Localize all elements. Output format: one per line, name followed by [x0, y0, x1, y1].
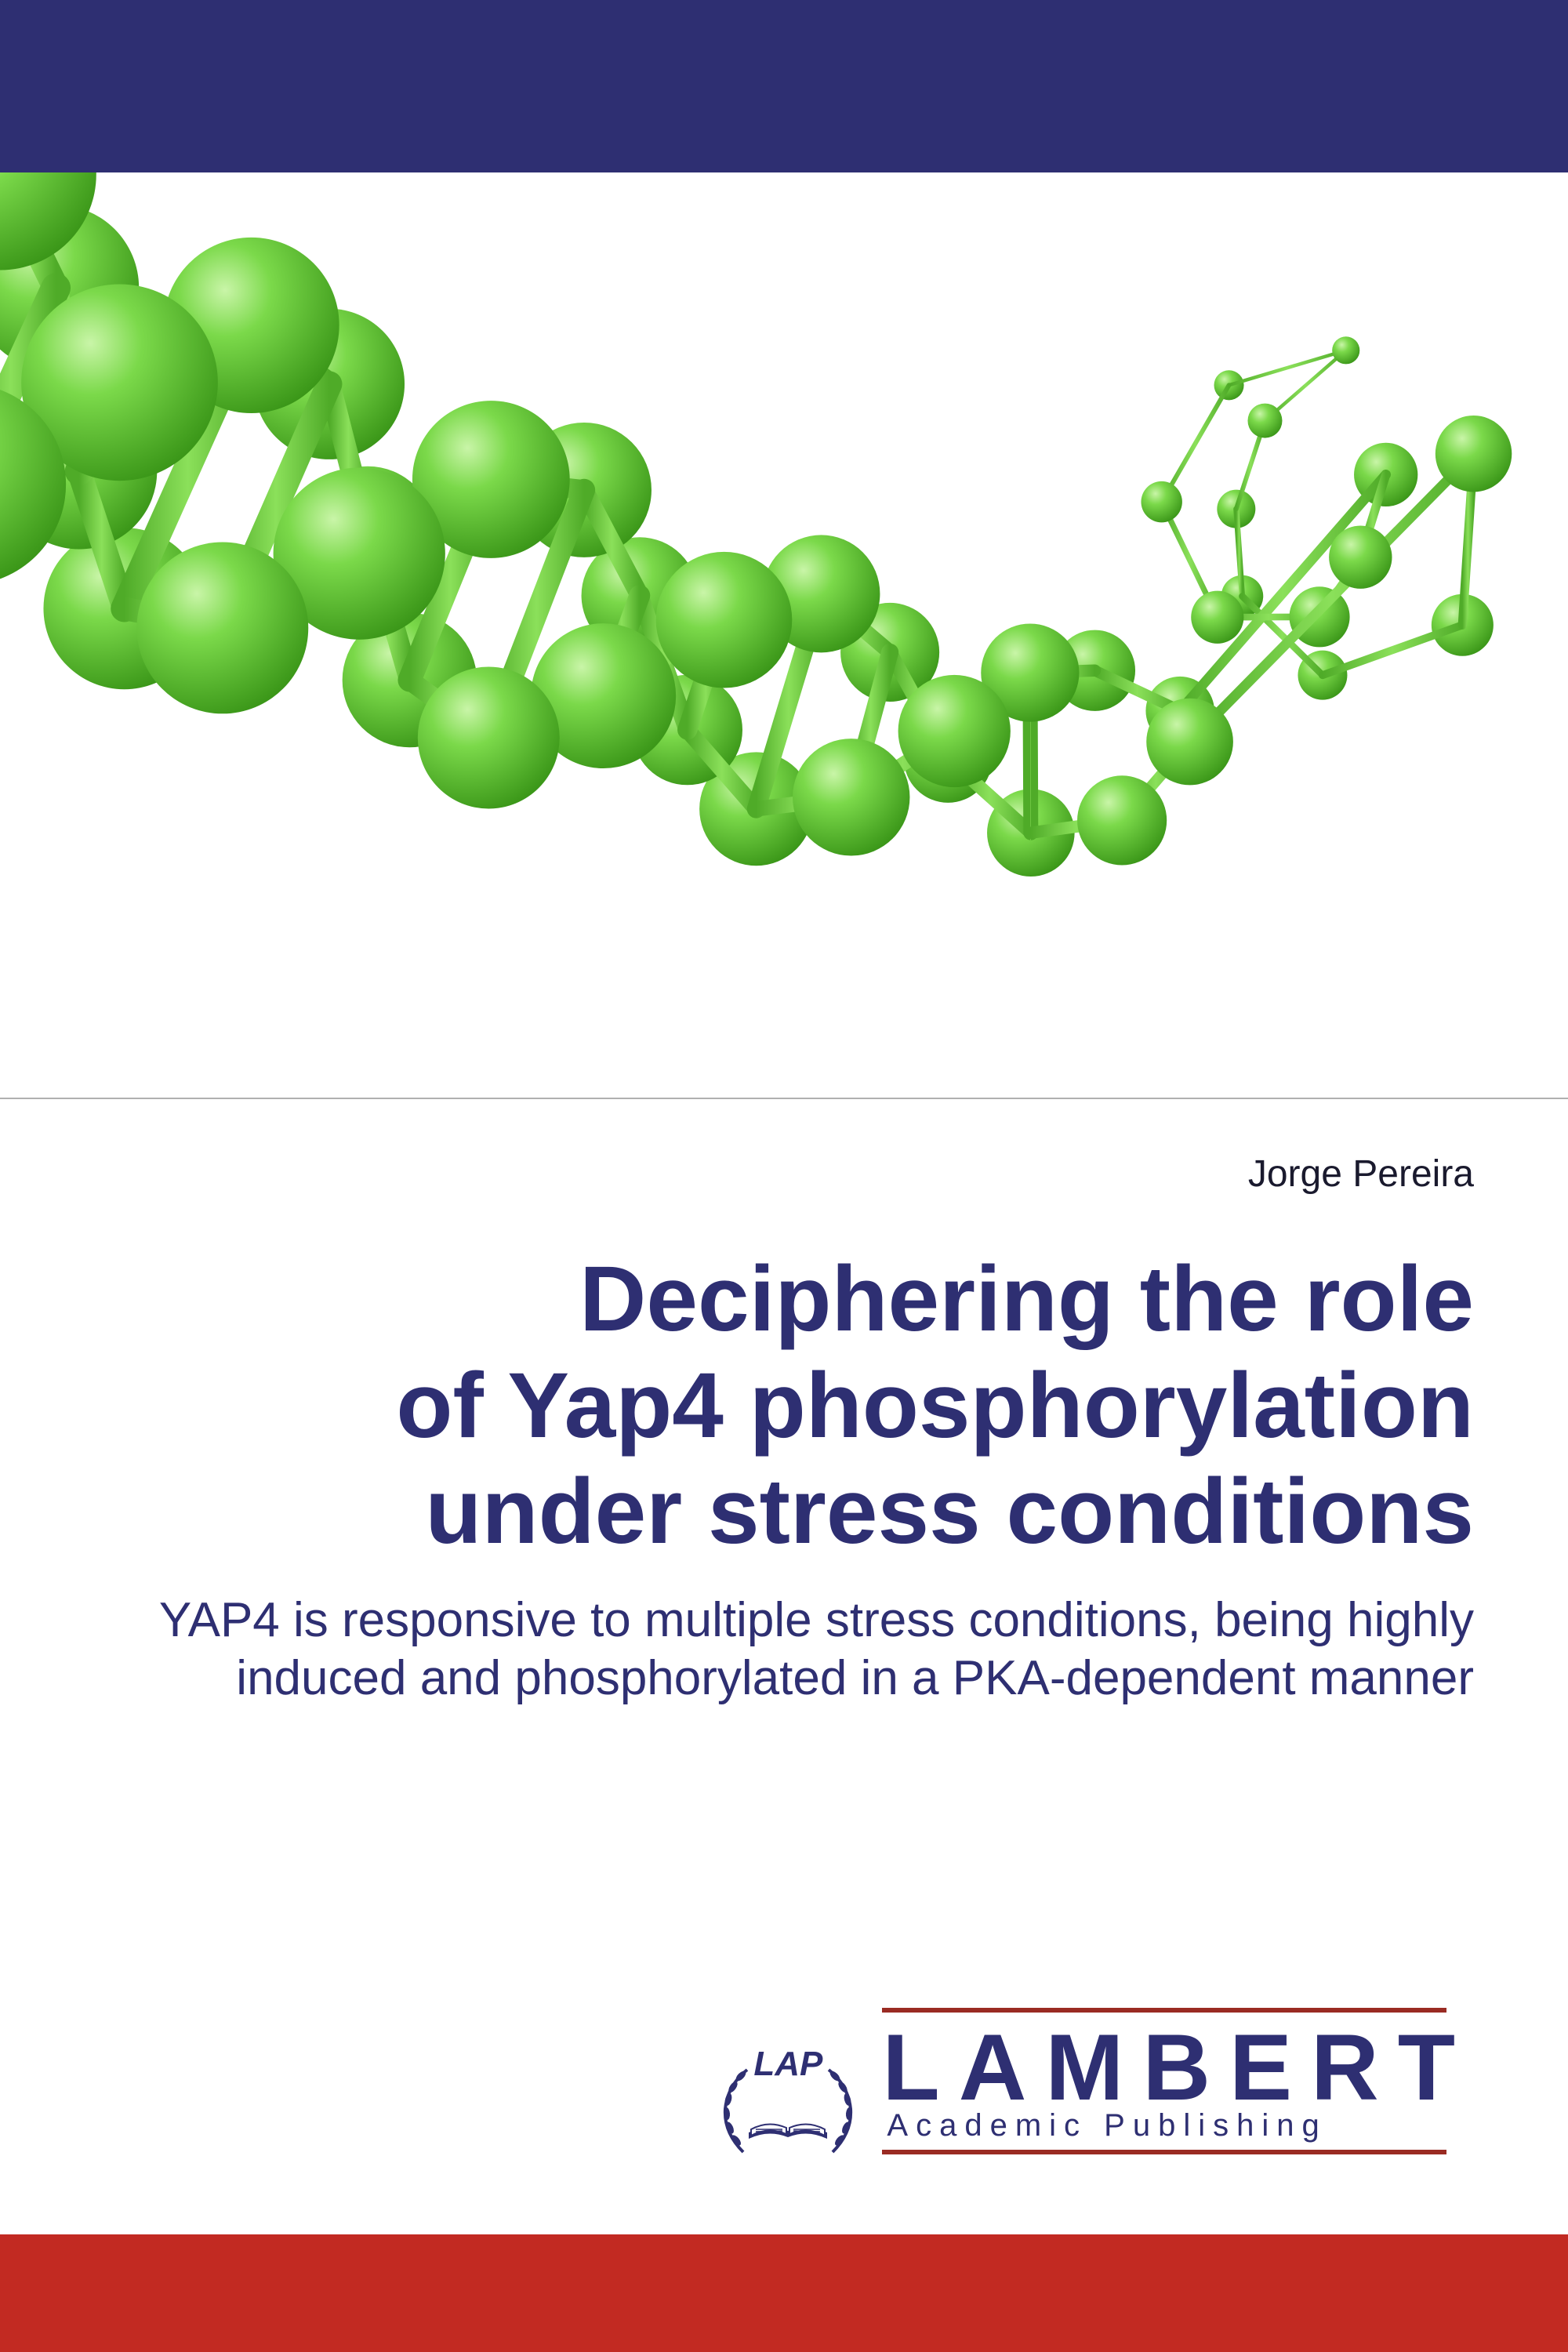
top-color-band [0, 0, 1568, 172]
publisher-top-rule [882, 2008, 1446, 2013]
publisher-emblem-text: LAP [753, 2045, 822, 2084]
horizontal-divider [0, 1098, 1568, 1099]
publisher-name: LAMBERT [882, 2020, 1474, 2114]
title-line: Deciphering the role [579, 1247, 1474, 1351]
author-name: Jorge Pereira [1248, 1152, 1474, 1196]
title-line: under stress conditions [425, 1460, 1474, 1563]
publisher-tagline: Academic Publishing [882, 2108, 1474, 2143]
book-title: Deciphering the role of Yap4 phosphoryla… [110, 1247, 1474, 1566]
publisher-logo: LAP LAMBERT Academic Publishing [717, 2008, 1474, 2164]
bottom-color-band [0, 2234, 1568, 2352]
title-line: of Yap4 phosphorylation [396, 1354, 1474, 1457]
publisher-emblem: LAP [717, 2038, 858, 2164]
open-book-icon [745, 2093, 831, 2148]
book-subtitle: YAP4 is responsive to multiple stress co… [110, 1592, 1474, 1708]
publisher-bottom-rule [882, 2150, 1446, 2154]
publisher-name-block: LAMBERT Academic Publishing [882, 2008, 1474, 2164]
dna-illustration [0, 172, 1568, 1098]
